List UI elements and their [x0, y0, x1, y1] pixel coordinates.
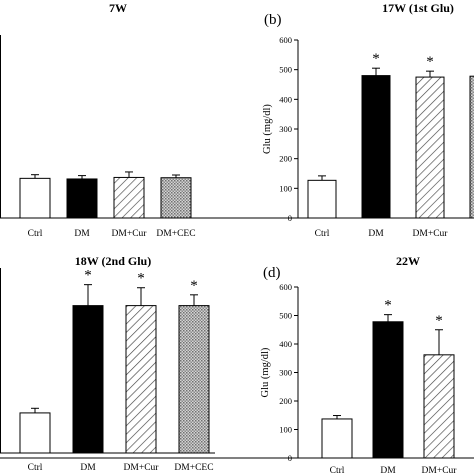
category-label: DM — [380, 466, 396, 474]
chart-title: 22W — [396, 254, 420, 268]
significance-marker: * — [372, 51, 380, 67]
y-tick-label: 200 — [279, 396, 292, 406]
category-label: DM+Cur — [413, 229, 449, 239]
y-tick-label: 500 — [279, 311, 292, 321]
y-tick-label: 300 — [279, 124, 292, 134]
significance-marker: * — [435, 313, 443, 329]
y-tick-label: 0 — [288, 213, 292, 223]
category-label: Ctrl — [330, 466, 345, 474]
panel-label: (d) — [263, 265, 281, 281]
bar-dm — [361, 75, 391, 219]
panel-18w: 18W (2nd Glu) Ctrl * DM * DM+Cur * DM+CEC — [0, 254, 215, 473]
significance-marker: * — [137, 271, 145, 287]
y-tick-label: 400 — [279, 339, 292, 349]
bar-dm-cur — [125, 305, 157, 454]
y-axis-label: Glu (mg/dl) — [262, 104, 273, 154]
bar-dm-cur — [113, 176, 145, 219]
significance-marker: * — [384, 298, 392, 314]
category-label: DM+Cur — [112, 229, 148, 239]
category-label: Ctrl — [28, 229, 43, 239]
y-tick-label: 200 — [279, 154, 292, 164]
significance-marker: * — [426, 54, 434, 70]
panel-22w: 22W (d) 0 100 200 300 400 500 600 Glu (mg/dl) Ctrl… — [0, 254, 474, 474]
bar-dm-cur — [415, 76, 445, 219]
category-label: DM+CEC — [174, 463, 213, 473]
y-tick-label: 0 — [288, 453, 292, 463]
bar-dm — [66, 178, 98, 219]
category-label: DM — [368, 229, 384, 239]
bar-dm — [469, 75, 474, 219]
y-tick-label: 400 — [279, 94, 292, 104]
bar-dm-cur — [423, 354, 455, 459]
y-tick-label: 600 — [279, 282, 292, 292]
bar-ctrl — [307, 179, 337, 219]
category-label: DM+Cur — [124, 463, 160, 473]
category-label: Ctrl — [28, 463, 43, 473]
chart-title: 18W (2nd Glu) — [75, 254, 151, 268]
category-label: DM — [74, 229, 90, 239]
significance-marker: * — [84, 268, 92, 284]
y-tick-label: 500 — [279, 65, 292, 75]
y-tick-label: 100 — [279, 183, 292, 193]
y-axis-label: Glu (mg/dl) — [260, 347, 271, 397]
significance-marker: * — [190, 278, 198, 294]
bar-dm — [72, 305, 104, 454]
category-label: DM — [80, 463, 96, 473]
category-label: Ctrl — [315, 229, 330, 239]
bar-dm-cec — [160, 177, 192, 219]
category-label: DM+CEC — [156, 229, 195, 239]
bar-dm — [372, 321, 404, 459]
y-tick-label: 600 — [279, 35, 292, 45]
bar-ctrl — [19, 177, 51, 219]
chart-title: 7W — [109, 1, 127, 15]
bar-dm-cec — [178, 305, 210, 454]
bar-ctrl — [321, 418, 353, 459]
y-tick-label: 300 — [279, 368, 292, 378]
bar-ctrl — [19, 412, 51, 454]
y-tick-label: 100 — [279, 425, 292, 435]
panel-7w: 7W Ctrl DM DM+Cur DM+CEC — [0, 1, 215, 239]
chart-title: 17W (1st Glu) — [382, 1, 454, 15]
panel-17w: 17W (1st Glu) (b) 0 100 200 300 400 500 600 Glu (… — [0, 1, 474, 239]
category-label: DM+Cur — [422, 466, 458, 474]
panel-label: (b) — [264, 12, 282, 28]
